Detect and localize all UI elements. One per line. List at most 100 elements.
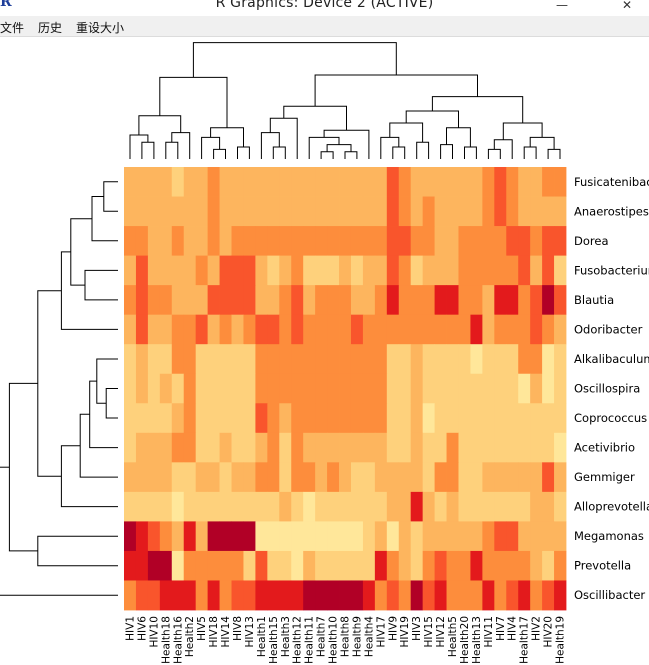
heatmap-cell bbox=[482, 462, 495, 493]
heatmap-cell bbox=[362, 373, 376, 404]
heatmap-cell bbox=[446, 580, 459, 611]
menu-item-resize[interactable]: 重设大小 bbox=[76, 21, 125, 35]
heatmap-cell bbox=[339, 521, 352, 552]
menu-item-history[interactable]: 历史 bbox=[38, 21, 63, 35]
heatmap-cell bbox=[339, 314, 352, 345]
heatmap-cell bbox=[279, 373, 292, 404]
heatmap-cell bbox=[267, 314, 280, 345]
heatmap-cell bbox=[147, 491, 161, 522]
heatmap-cell bbox=[482, 285, 495, 316]
heatmap-cell bbox=[327, 196, 340, 227]
heatmap-cell bbox=[183, 255, 197, 286]
heatmap-cell bbox=[207, 255, 220, 286]
heatmap-cell bbox=[494, 167, 507, 197]
heatmap-cell bbox=[434, 314, 447, 345]
heatmap-cell bbox=[494, 373, 507, 404]
heatmap-cell bbox=[482, 196, 495, 227]
heatmap-cell bbox=[410, 226, 424, 256]
row-label: Oscillospira bbox=[574, 382, 640, 396]
heatmap-cell bbox=[195, 550, 209, 581]
heatmap-cell bbox=[219, 344, 232, 375]
heatmap-cell bbox=[374, 462, 388, 493]
heatmap-cell bbox=[291, 196, 304, 227]
heatmap-cell bbox=[422, 521, 435, 552]
heatmap-cell bbox=[315, 550, 328, 581]
heatmap-cell bbox=[124, 550, 137, 581]
heatmap-cell bbox=[124, 462, 137, 493]
column-label: HIV9 bbox=[387, 616, 399, 641]
heatmap-cell bbox=[374, 196, 388, 227]
heatmap-cell bbox=[183, 550, 197, 581]
heatmap-cell bbox=[422, 373, 435, 404]
heatmap-cell bbox=[386, 403, 400, 434]
heatmap-cell bbox=[410, 432, 424, 463]
heatmap-cell bbox=[291, 580, 304, 611]
column-label: HIV15 bbox=[423, 616, 435, 648]
heatmap-cell bbox=[291, 462, 304, 493]
column-label: Health13 bbox=[471, 616, 483, 664]
heatmap-cell bbox=[458, 373, 471, 404]
column-label: HIV5 bbox=[196, 616, 208, 641]
heatmap-cell bbox=[327, 373, 340, 404]
heatmap-cell bbox=[506, 196, 519, 227]
heatmap-cell bbox=[554, 255, 567, 286]
heatmap-cell bbox=[410, 550, 424, 581]
heatmap-cell bbox=[374, 255, 388, 286]
heatmap-cell bbox=[183, 462, 197, 493]
dendrogram-branch bbox=[487, 148, 501, 159]
heatmap-cell bbox=[410, 373, 424, 404]
heatmap-cell bbox=[446, 226, 459, 256]
heatmap-cell bbox=[207, 314, 220, 345]
heatmap-cell bbox=[147, 255, 161, 286]
heatmap-cell bbox=[279, 462, 292, 493]
heatmap-cell bbox=[303, 550, 316, 581]
heatmap-cell bbox=[207, 580, 220, 611]
heatmap-cell bbox=[315, 462, 328, 493]
column-label: Health9 bbox=[351, 616, 363, 657]
minimize-button[interactable]: — bbox=[556, 0, 568, 12]
heatmap-cell bbox=[350, 196, 364, 227]
heatmap-cell bbox=[207, 285, 220, 316]
heatmap-cell bbox=[207, 491, 220, 522]
heatmap-cell bbox=[374, 373, 388, 404]
heatmap-cell bbox=[422, 580, 435, 611]
dendrogram-branch bbox=[60, 445, 118, 508]
heatmap-cell bbox=[255, 285, 268, 316]
heatmap-cell bbox=[267, 226, 280, 256]
column-label: HIV8 bbox=[232, 616, 244, 641]
heatmap-cell bbox=[243, 226, 256, 256]
heatmap-cell bbox=[207, 403, 220, 434]
heatmap-cell bbox=[374, 550, 388, 581]
heatmap-cell bbox=[434, 167, 447, 197]
menu-item-file[interactable]: 文件 bbox=[0, 21, 25, 35]
heatmap-cell bbox=[410, 344, 424, 375]
heatmap-cell bbox=[267, 196, 280, 227]
heatmap-cell bbox=[362, 255, 376, 286]
heatmap-cell bbox=[255, 462, 268, 493]
heatmap-cell bbox=[183, 580, 197, 611]
heatmap-cell bbox=[386, 521, 400, 552]
close-button[interactable]: ✕ bbox=[621, 0, 633, 12]
heatmap-cell bbox=[255, 521, 268, 552]
heatmap-cell bbox=[219, 196, 232, 227]
row-label: Fusicatenibacter bbox=[574, 175, 649, 189]
heatmap-cell bbox=[554, 373, 567, 404]
heatmap-cell bbox=[362, 521, 376, 552]
heatmap-cell bbox=[482, 167, 495, 197]
heatmap-cell bbox=[410, 314, 424, 345]
r-logo-icon: R bbox=[0, 0, 12, 10]
column-label: Health7 bbox=[316, 616, 328, 657]
dendrogram-branch bbox=[96, 358, 118, 404]
heatmap-cell bbox=[124, 344, 137, 375]
heatmap-cell bbox=[518, 432, 531, 463]
heatmap-cell bbox=[494, 196, 507, 227]
column-label: Health8 bbox=[340, 616, 352, 657]
heatmap-cell bbox=[410, 285, 424, 316]
heatmap-cell bbox=[554, 462, 567, 493]
heatmap-cell bbox=[434, 344, 447, 375]
heatmap-cell bbox=[446, 432, 459, 463]
heatmap-cell bbox=[243, 462, 256, 493]
menu-bar: 文件 历史 重设大小 bbox=[0, 16, 649, 37]
heatmap-cell bbox=[303, 226, 316, 256]
heatmap-cell bbox=[482, 403, 495, 434]
